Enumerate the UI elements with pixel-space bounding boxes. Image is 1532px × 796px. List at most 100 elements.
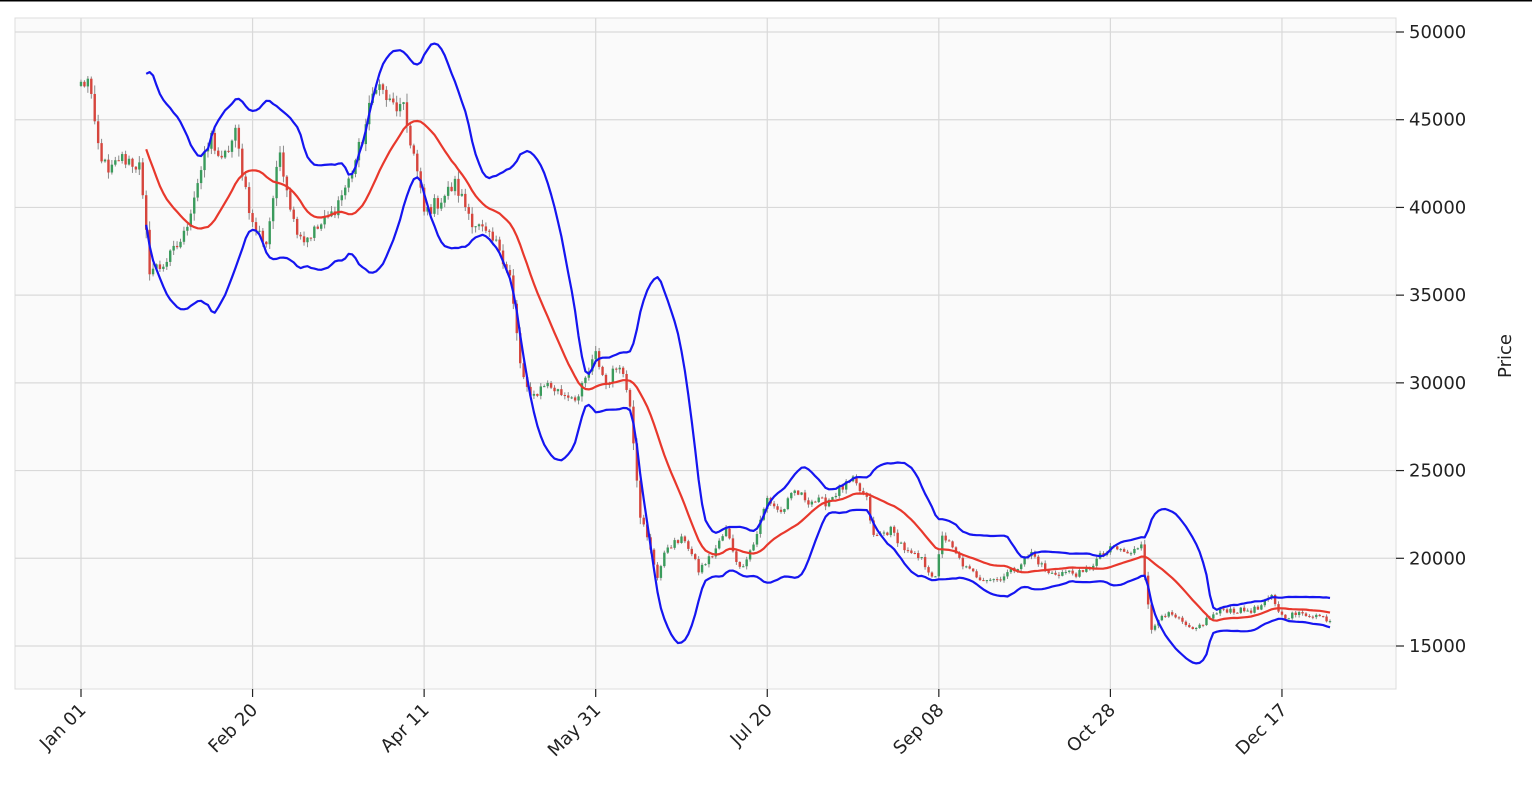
candle-body <box>1325 616 1328 622</box>
candle-body <box>1150 604 1153 630</box>
candle-body <box>79 81 83 86</box>
candle-body <box>1297 612 1301 615</box>
y-axis: 15000 20000 25000 30000 35000 40000 45000 50000 <box>1396 22 1466 657</box>
candle-body <box>941 535 944 555</box>
candle-body <box>707 556 711 565</box>
candle-body <box>234 127 237 141</box>
candle-body <box>573 397 577 401</box>
candle-body <box>855 476 858 484</box>
candle-body <box>995 579 999 581</box>
candle-body <box>635 443 639 481</box>
candle-body <box>690 548 693 555</box>
candle-body <box>340 195 343 201</box>
candle-body <box>433 198 436 214</box>
candle-body <box>83 81 86 87</box>
candle-body <box>1023 557 1026 565</box>
candle-body <box>673 540 676 548</box>
candle-body <box>196 183 199 198</box>
candle-body <box>642 517 645 525</box>
candle-body <box>186 226 189 231</box>
candle-body <box>1061 572 1064 576</box>
candle-body <box>237 127 241 149</box>
candle-body <box>982 580 985 582</box>
candle-body <box>913 552 917 554</box>
candle-body <box>244 176 247 188</box>
candle-body <box>1218 608 1222 614</box>
candle-body <box>282 152 285 177</box>
candle-body <box>1136 548 1140 550</box>
candle-body <box>1184 621 1188 625</box>
candle-body <box>261 230 265 242</box>
candle-body <box>910 550 913 553</box>
candle-body <box>1164 615 1167 617</box>
y-tick-label: 35000 <box>1409 285 1466 306</box>
candle-body <box>131 158 134 167</box>
candle-body <box>865 494 868 497</box>
candle-body <box>1215 613 1218 615</box>
candle-body <box>920 557 923 559</box>
candle-body <box>1229 608 1232 613</box>
candle-body <box>165 261 168 267</box>
candle-body <box>443 195 446 203</box>
candle-body <box>917 553 920 559</box>
candle-body <box>869 496 872 521</box>
candle-body <box>621 367 625 374</box>
candle-body <box>968 566 971 569</box>
candle-body <box>680 536 683 543</box>
candle-body <box>810 501 814 505</box>
candle-body <box>1198 624 1201 628</box>
candle-body <box>1260 605 1263 610</box>
candle-body <box>402 102 405 105</box>
candle-body <box>309 237 313 239</box>
candle-body <box>141 162 144 196</box>
candle-body <box>179 241 182 248</box>
candle-body <box>265 241 268 245</box>
candle-body <box>724 528 728 537</box>
candle-body <box>162 266 165 269</box>
candle-body <box>481 224 484 227</box>
candle-body <box>289 190 292 210</box>
candle-body <box>985 580 989 582</box>
candle-body <box>714 548 717 557</box>
candle-body <box>580 383 584 397</box>
candle-body <box>385 89 388 101</box>
candle-body <box>488 230 491 232</box>
candle-body <box>570 397 573 399</box>
candle-body <box>1140 544 1143 549</box>
candle-body <box>1050 572 1054 574</box>
candle-body <box>875 534 879 536</box>
candle-body <box>144 195 148 230</box>
candle-body <box>1291 612 1294 619</box>
lower-band-line <box>145 176 1331 665</box>
candle-body <box>464 193 467 208</box>
candle-body <box>594 351 597 360</box>
y-tick-label: 25000 <box>1409 461 1466 482</box>
candle-body <box>532 393 536 396</box>
candle-body <box>210 132 213 149</box>
y-tick-label: 50000 <box>1409 22 1466 43</box>
candle-body <box>1167 612 1170 617</box>
candle-body <box>584 377 587 384</box>
candle-body <box>841 486 844 490</box>
candle-body <box>536 393 539 396</box>
candle-body <box>344 187 347 196</box>
candle-body <box>937 554 941 577</box>
candle-body <box>477 224 481 227</box>
candle-body <box>807 500 810 505</box>
candle-body <box>316 226 319 229</box>
y-tick-label: 45000 <box>1409 110 1466 131</box>
candle-body <box>1246 610 1249 612</box>
candle-body <box>254 222 258 231</box>
candle-body <box>738 561 742 567</box>
candle-body <box>1191 627 1194 630</box>
candle-body <box>193 197 196 214</box>
candle-body <box>1194 627 1198 630</box>
candle-body <box>800 492 803 495</box>
candle-body <box>645 524 649 538</box>
candle-body <box>134 166 138 170</box>
candle-body <box>817 497 820 503</box>
plot-area <box>14 17 1397 690</box>
candle-body <box>1040 563 1043 565</box>
candle-body <box>611 368 615 384</box>
